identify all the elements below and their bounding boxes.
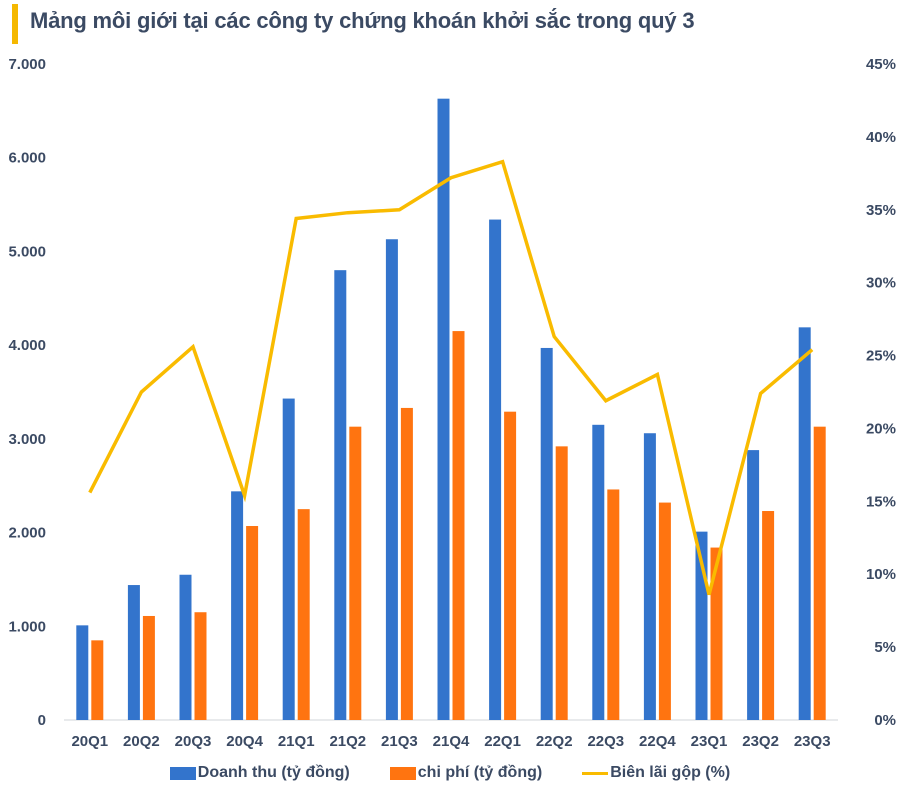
x-tick-label: 21Q2 <box>329 733 366 750</box>
x-tick-label: 21Q4 <box>433 733 470 750</box>
y-axis-right: 0% 5% 10% 15% 20% 25% 30% 35% 40% 45% <box>866 56 896 729</box>
x-tick-label: 23Q1 <box>691 733 728 750</box>
bar-cost <box>710 547 723 720</box>
bar-cost <box>349 426 362 720</box>
x-tick-label: 21Q1 <box>278 733 315 750</box>
legend-swatch-revenue <box>169 766 196 780</box>
y-tick-label-left: 6.000 <box>8 150 46 167</box>
bar-cost <box>658 502 671 720</box>
legend-item-revenue: Doanh thu (tỷ đồng) <box>169 764 350 782</box>
y-tick-label-left: 3.000 <box>8 431 46 448</box>
y-tick-label-left: 5.000 <box>8 243 46 260</box>
y-tick-label-right: 0% <box>874 712 896 729</box>
bar-cost <box>607 489 620 720</box>
x-tick-label: 20Q1 <box>71 733 108 750</box>
margin-line-group <box>88 159 814 596</box>
bar-cost <box>194 612 207 720</box>
bar-revenue <box>747 450 760 720</box>
x-tick-label: 23Q2 <box>742 733 779 750</box>
bar-cost <box>142 615 155 720</box>
legend-swatch-cost <box>389 766 416 780</box>
x-tick-label: 20Q4 <box>226 733 263 750</box>
y-tick-label-right: 5% <box>874 639 896 656</box>
bar-cost <box>504 411 517 720</box>
legend-label-revenue: Doanh thu (tỷ đồng) <box>197 764 350 781</box>
y-tick-label-right: 25% <box>866 348 896 365</box>
legend-item-cost: chi phí (tỷ đồng) <box>389 764 543 782</box>
x-tick-label: 22Q2 <box>536 733 573 750</box>
x-tick-label: 21Q3 <box>381 733 418 750</box>
bar-revenue <box>437 98 450 720</box>
y-tick-label-right: 45% <box>866 56 896 73</box>
x-tick-label: 22Q4 <box>639 733 676 750</box>
y-tick-label-right: 35% <box>866 202 896 219</box>
bar-cost <box>555 446 568 720</box>
bar-revenue <box>540 347 553 720</box>
y-tick-label-right: 40% <box>866 129 896 146</box>
y-tick-label-left: 7.000 <box>8 56 46 73</box>
margin-line <box>88 159 814 596</box>
legend-item-margin: Biên lãi gộp (%) <box>582 764 730 782</box>
bar-revenue <box>489 219 502 720</box>
y-tick-label-left: 0 <box>38 712 46 729</box>
bar-revenue <box>592 424 605 720</box>
bar-revenue <box>231 491 244 720</box>
bar-cost <box>91 640 104 720</box>
bar-revenue <box>76 625 89 720</box>
legend-label-margin: Biên lãi gộp (%) <box>610 764 731 781</box>
y-tick-label-left: 2.000 <box>8 525 46 542</box>
x-tick-label: 22Q1 <box>484 733 521 750</box>
bar-revenue <box>282 398 295 720</box>
bar-revenue <box>643 433 656 720</box>
y-tick-label-left: 4.000 <box>8 337 46 354</box>
x-tick-label: 22Q3 <box>587 733 624 750</box>
x-tick-label: 23Q3 <box>794 733 831 750</box>
bar-cost <box>246 526 259 720</box>
chart-title: Mảng môi giới tại các công ty chứng khoá… <box>30 8 695 33</box>
y-tick-label-right: 15% <box>866 493 896 510</box>
y-tick-label-left: 1.000 <box>8 618 46 635</box>
legend-label-cost: chi phí (tỷ đồng) <box>417 764 543 781</box>
y-tick-label-right: 30% <box>866 275 896 292</box>
y-axis-left: 0 1.000 2.000 3.000 4.000 5.000 6.000 7.000 <box>8 56 46 729</box>
bar-revenue <box>179 574 192 720</box>
bar-cost <box>762 511 775 720</box>
bar-cost <box>813 426 826 720</box>
bar-revenue <box>334 270 347 720</box>
bars <box>76 98 826 720</box>
x-tick-label: 20Q2 <box>123 733 160 750</box>
bar-cost <box>400 407 413 720</box>
legend: Doanh thu (tỷ đồng) chi phí (tỷ đồng) Bi… <box>0 764 900 782</box>
x-tick-label: 20Q3 <box>175 733 212 750</box>
y-tick-label-right: 10% <box>866 566 896 583</box>
bar-cost <box>452 331 465 720</box>
y-tick-label-right: 20% <box>866 420 896 437</box>
bar-revenue <box>798 327 811 720</box>
x-axis: 20Q1 20Q2 20Q3 20Q4 21Q1 21Q2 21Q3 21Q4 22Q1 22Q2… <box>71 733 830 750</box>
bar-revenue <box>385 239 398 720</box>
chart-area: 0 1.000 2.000 3.000 4.000 5.000 6.000 7.000 0% 5… <box>8 56 896 750</box>
legend-swatch-margin <box>582 771 609 775</box>
bar-revenue <box>127 585 140 720</box>
title-accent-bar <box>12 4 18 44</box>
bar-cost <box>297 509 310 720</box>
